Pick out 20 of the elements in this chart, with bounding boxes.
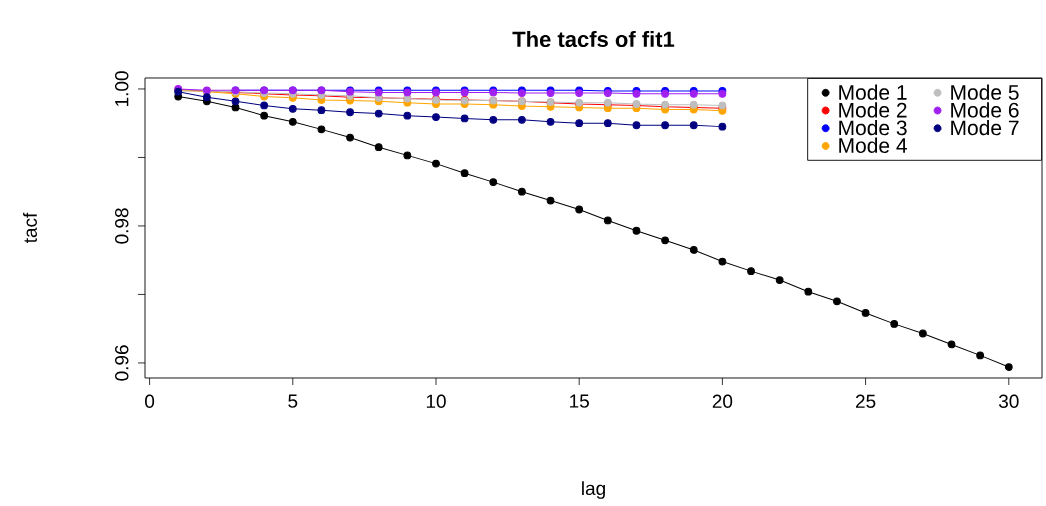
- legend-label: Mode 4: [839, 137, 907, 154]
- x-tick-label: 20: [712, 394, 733, 408]
- y-tick-label: 0.96: [115, 345, 129, 381]
- x-tick-label: 15: [570, 394, 589, 408]
- legend-label: Mode 6: [951, 102, 1019, 118]
- y-axis-title: tacf: [23, 212, 37, 244]
- x-axis-title: lag: [582, 481, 605, 499]
- x-tick-label: 0: [145, 394, 155, 408]
- legend-label: Mode 7: [951, 119, 1019, 136]
- x-tick-label: 30: [998, 394, 1019, 408]
- x-tick-label: 5: [288, 394, 298, 408]
- legend-label: Mode 3: [839, 119, 907, 136]
- x-tick-label: 25: [855, 394, 876, 408]
- x-tick-label: 10: [426, 394, 446, 408]
- legend-label: Mode 5: [951, 84, 1019, 100]
- legend-label: Mode 1: [839, 84, 907, 100]
- y-tick-label: 1.00: [115, 71, 129, 106]
- chart-title: The tacfs of fit1: [512, 30, 675, 48]
- y-tick-label: 0.98: [115, 208, 129, 244]
- legend-label: Mode 2: [839, 102, 907, 118]
